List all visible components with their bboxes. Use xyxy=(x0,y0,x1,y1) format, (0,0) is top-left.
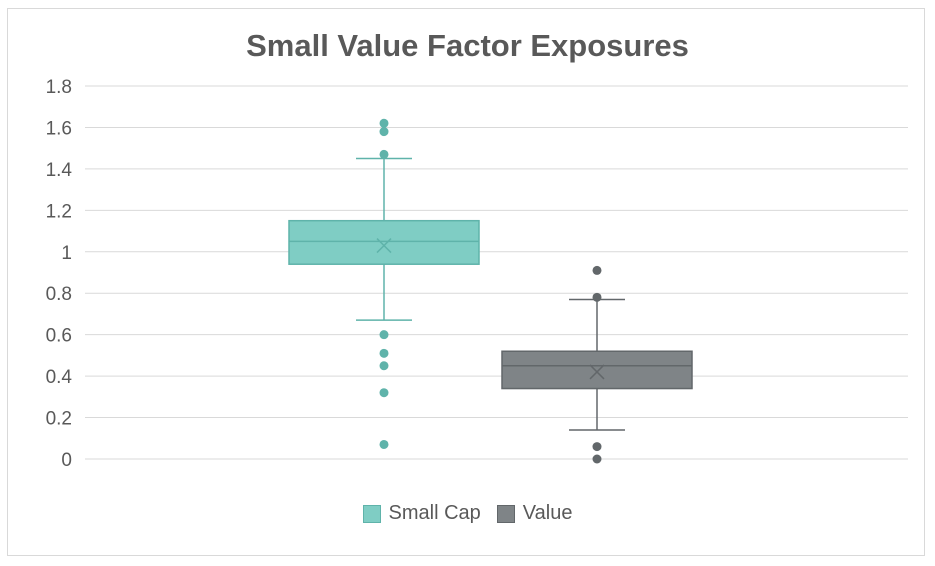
y-tick-label: 1.4 xyxy=(46,160,73,181)
y-tick-label: 0.2 xyxy=(46,409,72,430)
y-tick-label: 1 xyxy=(61,243,72,264)
legend: Small Cap Value xyxy=(0,502,935,525)
legend-item-value[interactable]: Value xyxy=(496,502,573,525)
mean-marker xyxy=(376,238,392,254)
y-tick-label: 0.8 xyxy=(46,284,72,305)
outlier-point xyxy=(592,265,602,275)
y-tick-label: 1.8 xyxy=(46,77,72,98)
mean-marker xyxy=(589,364,605,380)
y-tick-label: 0.6 xyxy=(46,326,72,347)
legend-label-value: Value xyxy=(522,502,573,524)
chart-title: Small Value Factor Exposures xyxy=(246,28,689,63)
y-tick-label: 1.6 xyxy=(46,118,72,139)
outlier-point xyxy=(592,454,602,464)
outlier-point xyxy=(379,388,389,398)
box-small-cap xyxy=(288,219,480,265)
outlier-point xyxy=(379,149,389,159)
legend-label-small-cap: Small Cap xyxy=(388,502,481,524)
y-tick-label: 1.2 xyxy=(46,201,72,222)
outlier-point xyxy=(379,330,389,340)
y-tick-label: 0.4 xyxy=(46,367,73,388)
chart-frame xyxy=(7,8,925,556)
legend-swatch-small-cap xyxy=(362,504,381,523)
outlier-point xyxy=(379,127,389,137)
legend-item-small-cap[interactable]: Small Cap xyxy=(362,502,481,525)
outlier-point xyxy=(379,118,389,128)
outlier-point xyxy=(379,439,389,449)
outlier-point xyxy=(379,361,389,371)
box-value xyxy=(501,350,693,390)
outlier-point xyxy=(592,442,602,452)
outlier-point xyxy=(379,348,389,358)
outlier-point xyxy=(592,292,602,302)
legend-swatch-value xyxy=(496,504,515,523)
y-tick-label: 0 xyxy=(61,450,72,471)
